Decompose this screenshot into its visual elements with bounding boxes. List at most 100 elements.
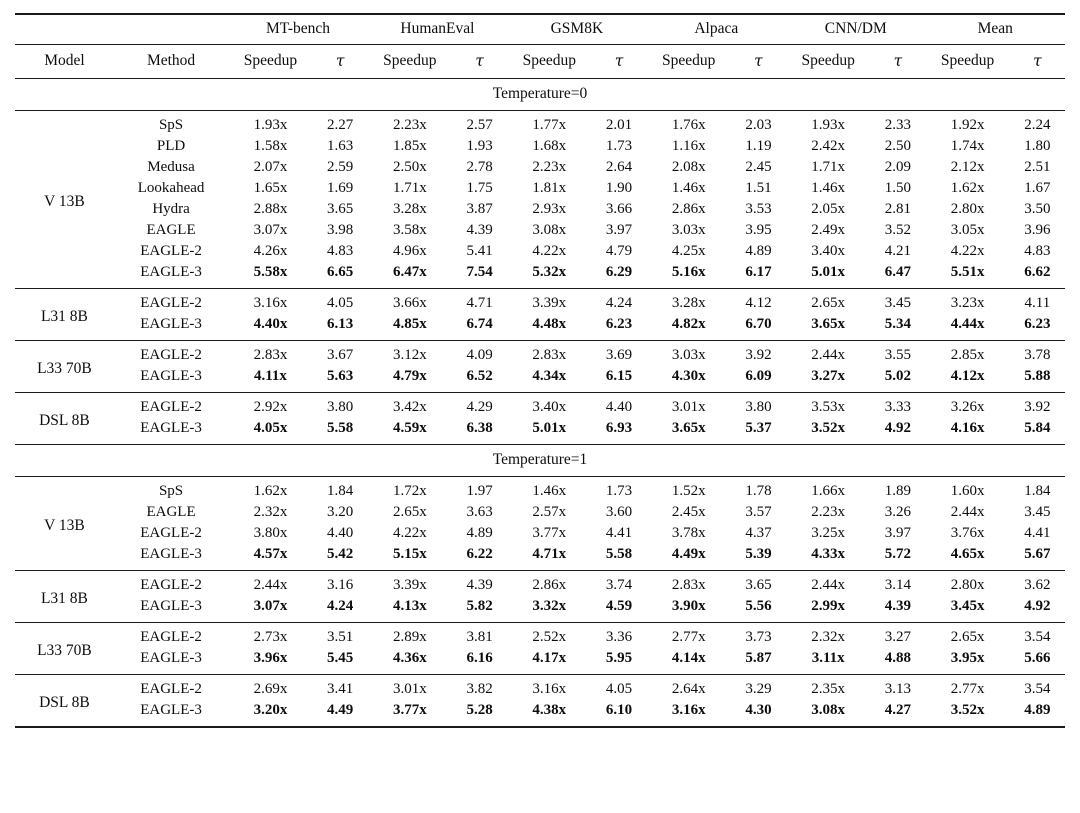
- tau-value: 7.54: [466, 264, 493, 280]
- tau-value: 3.53: [745, 201, 772, 217]
- tau-value: 6.22: [466, 546, 493, 562]
- tau-value: 3.95: [745, 222, 772, 238]
- tau-value: 5.82: [466, 598, 493, 614]
- section-title: Temperature=1: [15, 444, 1065, 477]
- speedup-value: 2.80x: [925, 570, 1010, 596]
- speedup-value: 3.12x: [367, 340, 452, 366]
- tau-value: 3.82: [452, 674, 508, 700]
- method-label: EAGLE-2: [113, 340, 229, 366]
- speedup-value: 6.47x: [392, 264, 427, 280]
- tau-value: 4.49: [327, 702, 354, 718]
- speedup-value: 4.48x: [532, 316, 567, 332]
- speedup-value: 3.52x: [811, 420, 846, 436]
- speedup-value: 2.65x: [392, 504, 427, 520]
- speedup-value: 3.95x: [950, 650, 985, 666]
- speedup-value: 3.01x: [646, 392, 731, 418]
- speedup-value: 4.13x: [392, 598, 427, 614]
- tau-value: 3.55: [870, 340, 926, 366]
- tau-value: 2.59: [327, 159, 354, 175]
- tau-value: 3.16: [312, 570, 368, 596]
- tau-value: 3.51: [312, 622, 368, 648]
- tau-value: 5.87: [745, 650, 772, 666]
- speedup-value: 5.01x: [532, 420, 567, 436]
- speedup-value: 1.62x: [253, 483, 288, 499]
- tau-value: 6.09: [745, 368, 772, 384]
- tau-value: 3.57: [745, 504, 772, 520]
- tau-value: 1.84: [327, 483, 354, 499]
- table-row: EAGLE-3 4.57x 5.42 5.15x 6.22 4.71x 5.58 4.49x 5…: [15, 544, 1065, 571]
- tau-value: 4.79: [605, 243, 633, 259]
- tau-value: 4.59: [605, 598, 633, 614]
- table-row: V 13B SpS 1.62x 1.84 1.72x 1.97 1.46x 1.73 1.52x…: [15, 477, 1065, 534]
- tau-value: 3.27: [870, 622, 926, 648]
- speedup-value: 5.51x: [950, 264, 985, 280]
- speedup-value: 4.33x: [811, 546, 846, 562]
- tau-value: 3.74: [591, 570, 647, 596]
- table-row: EAGLE-2 4.26x 4.83 4.96x 5.41 4.22x 4.79 4.25x 4…: [15, 241, 1065, 262]
- speedup-value: 2.65x: [925, 622, 1010, 648]
- tau-value: 3.69: [591, 340, 647, 366]
- tau-value: 5.66: [1024, 650, 1051, 666]
- tau-column-header: τ: [591, 44, 647, 79]
- method-label: EAGLE-3: [140, 368, 202, 384]
- speedup-value: 2.23x: [811, 504, 846, 520]
- tau-value: 3.52: [884, 222, 912, 238]
- model-label: L31 8B: [15, 288, 114, 341]
- tau-value: 3.62: [1009, 570, 1065, 596]
- table-row: EAGLE 2.32x 3.20 2.65x 3.63 2.57x 3.60 2.45x 3.5…: [15, 502, 1065, 523]
- tau-value: 1.93: [466, 138, 493, 154]
- tau-value: 4.37: [745, 525, 772, 541]
- tau-value: 3.97: [605, 222, 633, 238]
- tau-value: 4.24: [327, 598, 354, 614]
- speedup-value: 2.12x: [950, 159, 985, 175]
- section-title-row: Temperature=1: [15, 444, 1065, 477]
- tau-value: 5.41: [466, 243, 493, 259]
- speedup-value: 3.78x: [671, 525, 706, 541]
- speedup-value: 1.60x: [950, 483, 985, 499]
- tau-value: 5.58: [327, 420, 354, 436]
- speedup-value: 3.28x: [646, 288, 731, 314]
- speedup-value: 3.27x: [811, 368, 846, 384]
- table-row: EAGLE 3.07x 3.98 3.58x 4.39 3.08x 3.97 3.03x 3.9…: [15, 220, 1065, 241]
- tau-value: 5.88: [1024, 368, 1051, 384]
- speedup-value: 1.76x: [671, 117, 706, 133]
- speedup-value: 3.90x: [671, 598, 706, 614]
- tau-value: 4.88: [884, 650, 912, 666]
- tau-value: 6.74: [466, 316, 493, 332]
- speedup-value: 4.22x: [950, 243, 985, 259]
- method-column-header: Method: [113, 44, 229, 79]
- model-label: L33 70B: [15, 622, 114, 675]
- speedup-value: 2.85x: [925, 340, 1010, 366]
- speedup-value: 3.58x: [392, 222, 427, 238]
- speedup-value: 1.74x: [950, 138, 985, 154]
- tau-value: 1.67: [1024, 180, 1051, 196]
- speedup-value: 3.77x: [532, 525, 567, 541]
- tau-value: 2.64: [605, 159, 633, 175]
- section-title-row: Temperature=0: [15, 78, 1065, 111]
- table-row: L31 8B EAGLE-2 2.44x 3.16 3.39x 4.39 2.86x 3.74…: [15, 570, 1065, 623]
- tau-value: 5.84: [1024, 420, 1051, 436]
- speedup-value: 2.45x: [671, 504, 706, 520]
- speedup-value: 3.03x: [646, 340, 731, 366]
- model-label: DSL 8B: [15, 392, 114, 445]
- speedup-value: 1.85x: [392, 138, 427, 154]
- method-label: EAGLE: [146, 222, 196, 238]
- method-label: SpS: [158, 117, 184, 133]
- speedup-value: 4.34x: [532, 368, 567, 384]
- speedup-value: 4.17x: [532, 650, 567, 666]
- tau-value: 1.51: [745, 180, 772, 196]
- tau-column-header: τ: [1009, 44, 1065, 79]
- speedup-value: 4.25x: [671, 243, 706, 259]
- speedup-value: 2.83x: [646, 570, 731, 596]
- tau-value: 5.28: [466, 702, 493, 718]
- speedup-value: 3.65x: [811, 316, 846, 332]
- tau-value: 3.81: [452, 622, 508, 648]
- speedup-value: 2.05x: [811, 201, 846, 217]
- tau-value: 4.05: [591, 674, 647, 700]
- tau-column-header: τ: [312, 44, 368, 79]
- speedup-value: 4.12x: [950, 368, 985, 384]
- speedup-results-table: MT-bench HumanEval GSM8K Alpaca CNN/DM Mean Mo…: [15, 13, 1065, 728]
- speedup-value: 3.28x: [392, 201, 427, 217]
- tau-value: 6.62: [1024, 264, 1051, 280]
- tau-value: 1.84: [1024, 483, 1051, 499]
